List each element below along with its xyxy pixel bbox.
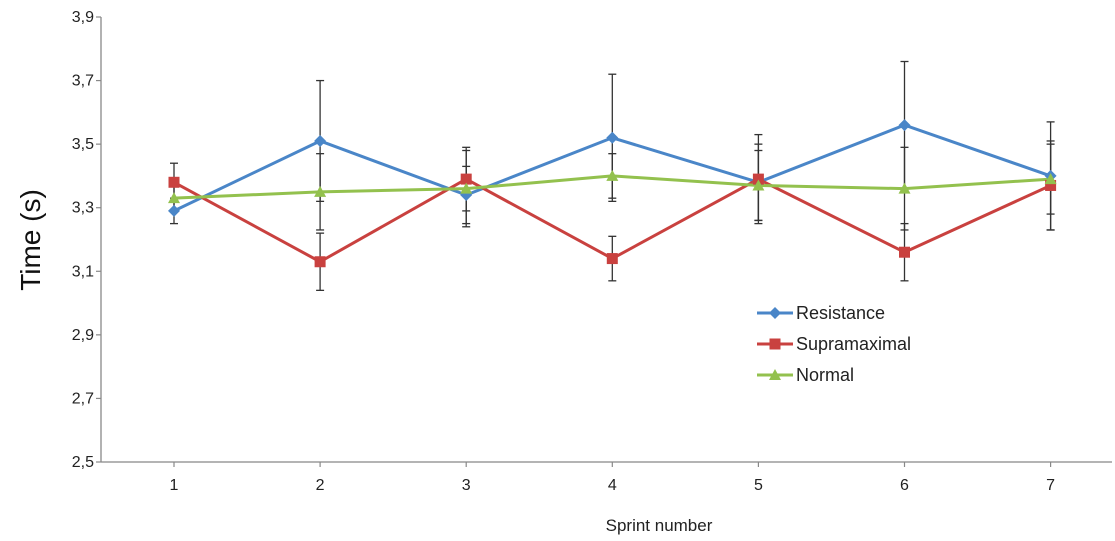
x-axis-title: Sprint number [606, 516, 713, 535]
data-point-supramaximal [314, 256, 326, 268]
legend: Resistance Supramaximal Normal [757, 303, 911, 385]
data-point-normal [460, 182, 473, 194]
legend-label-normal: Normal [796, 365, 854, 385]
data-point-normal [752, 179, 765, 191]
x-tick-label: 7 [1046, 477, 1055, 494]
legend-label-resistance: Resistance [796, 303, 885, 323]
series-markers [168, 119, 1057, 268]
axes [100, 17, 1112, 463]
y-tick-label: 3,3 [72, 200, 94, 217]
legend-marker-normal [769, 369, 781, 380]
legend-label-supramaximal: Supramaximal [796, 334, 911, 354]
y-tick-label: 2,9 [72, 327, 94, 344]
data-point-supramaximal [899, 246, 910, 258]
data-point-normal [1044, 173, 1057, 185]
data-point-supramaximal [752, 173, 764, 185]
x-ticks: 1 2 3 4 5 6 7 [170, 462, 1055, 494]
data-point-resistance [898, 119, 911, 132]
y-tick-label: 2,5 [72, 454, 94, 471]
data-point-normal [606, 169, 619, 181]
y-tick-label: 2,7 [72, 390, 94, 407]
legend-marker-supramaximal [769, 338, 781, 350]
y-ticks: 2,5 2,7 2,9 3,1 3,3 3,5 3,7 3,9 [72, 9, 101, 471]
data-point-resistance [314, 134, 327, 147]
data-point-supramaximal [168, 176, 180, 188]
y-tick-label: 3,9 [72, 9, 94, 26]
x-tick-label: 3 [462, 477, 471, 494]
data-point-supramaximal [1045, 179, 1057, 191]
x-tick-label: 1 [170, 477, 179, 494]
x-tick-label: 6 [900, 477, 909, 494]
x-tick-label: 4 [608, 477, 617, 494]
data-point-resistance [606, 131, 619, 144]
data-point-resistance [168, 204, 180, 217]
data-point-normal [314, 185, 327, 197]
data-point-normal [898, 182, 911, 194]
data-point-supramaximal [460, 173, 472, 185]
y-axis-title: Time (s) [15, 189, 46, 291]
y-tick-label: 3,1 [72, 263, 94, 280]
y-tick-label: 3,5 [72, 136, 94, 153]
y-tick-label: 3,7 [72, 73, 94, 90]
legend-marker-resistance [769, 307, 781, 319]
data-point-normal [168, 192, 180, 204]
data-point-supramaximal [606, 253, 618, 265]
x-tick-label: 5 [754, 477, 763, 494]
x-tick-label: 2 [316, 477, 325, 494]
